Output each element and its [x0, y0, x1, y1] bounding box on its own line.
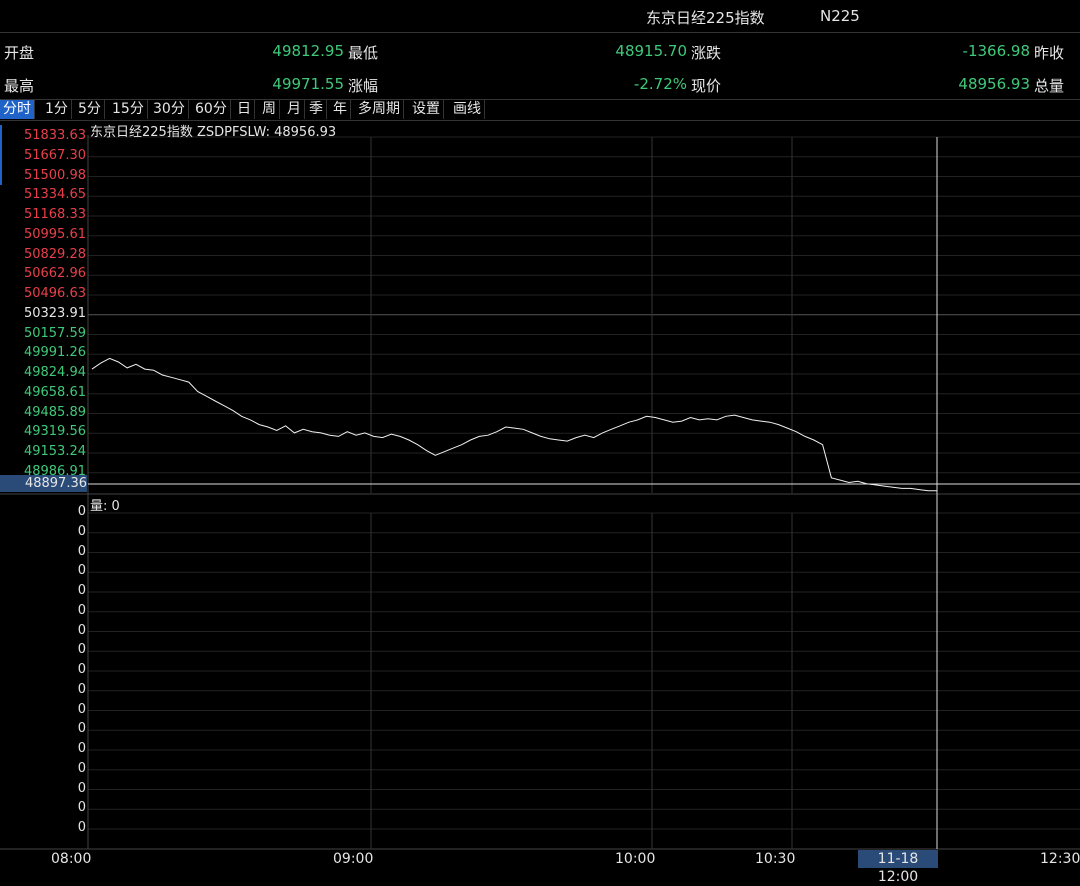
- tab-3[interactable]: 15分: [109, 100, 148, 119]
- instrument-code: N225: [820, 7, 860, 25]
- volume-tick: 0: [77, 642, 86, 658]
- tab-8[interactable]: 月: [284, 100, 305, 119]
- price-tick: 51168.33: [23, 207, 86, 222]
- volume-tick: 0: [77, 504, 86, 519]
- instrument-title: 东京日经225指数: [646, 9, 765, 27]
- open-label: 开盘: [4, 44, 35, 62]
- volume-tick: 0: [77, 662, 86, 677]
- price-tick: 50829.28: [23, 246, 86, 262]
- last-label: 现价: [691, 77, 722, 95]
- tab-13[interactable]: 画线: [450, 100, 485, 119]
- cursor-time-label: 11-18 12:00: [858, 850, 938, 885]
- volume-tick: 0: [77, 681, 86, 697]
- price-tick: 51500.98: [23, 167, 86, 183]
- tab-6[interactable]: 日: [234, 100, 255, 119]
- header-bar: 东京日经225指数 N225: [0, 0, 1080, 32]
- price-tick: 51334.65: [23, 187, 86, 203]
- volume-tick: 0: [77, 820, 86, 835]
- volume-tick: 0: [77, 701, 86, 717]
- last-value: 48956.93: [958, 75, 1030, 93]
- tab-5[interactable]: 60分: [192, 100, 231, 119]
- price-panel-title: 东京日经225指数 ZSDPFSLW: 48956.93: [90, 125, 337, 140]
- high-value: 49971.55: [272, 75, 344, 93]
- price-tick: 49153.24: [23, 444, 86, 459]
- time-label: 12:30: [1040, 851, 1080, 867]
- quote-panel: 开盘 49812.95 最低 48915.70 涨跌 -1366.98 昨收 最…: [0, 32, 1080, 100]
- volume-tick: 0: [77, 741, 86, 756]
- volume-tick: 0: [77, 780, 86, 796]
- volume-tick: 0: [77, 523, 86, 539]
- volume-tick: 0: [77, 583, 86, 598]
- volume-tick: 0: [77, 543, 86, 559]
- high-label: 最高: [4, 77, 35, 95]
- time-label: 09:00: [333, 851, 374, 867]
- tab-7[interactable]: 周: [259, 100, 280, 119]
- volume-tick: 0: [77, 760, 86, 776]
- volume-tick: 0: [77, 563, 86, 579]
- change-label: 涨跌: [691, 44, 722, 62]
- pct-value: -2.72%: [633, 75, 687, 93]
- tab-9[interactable]: 季: [306, 100, 327, 119]
- price-tick: 50323.91: [23, 305, 86, 321]
- time-label: 08:00: [51, 851, 92, 867]
- volume-panel-title: 量: 0: [90, 499, 120, 514]
- volume-tick: 0: [77, 721, 86, 737]
- tab-2[interactable]: 5分: [75, 100, 105, 119]
- time-label: 10:00: [615, 851, 656, 867]
- pct-label: 涨幅: [348, 77, 379, 95]
- open-value: 49812.95: [272, 42, 344, 60]
- price-tick: 49991.26: [23, 345, 86, 361]
- low-value: 48915.70: [615, 42, 687, 60]
- low-label: 最低: [348, 44, 379, 62]
- price-tick: 50995.61: [23, 226, 86, 242]
- current-price-label: 48897.36: [0, 475, 87, 492]
- price-line: [91, 357, 937, 492]
- volume-tick: 0: [77, 602, 86, 618]
- prev-close-label: 昨收: [1034, 44, 1065, 62]
- tab-0[interactable]: 分时: [0, 100, 35, 119]
- price-tick: 49658.61: [23, 384, 86, 400]
- tab-12[interactable]: 设置: [409, 100, 444, 119]
- period-tabs: 分时 1分 5分 15分 30分 60分日周月季年多周期 设置 画线: [0, 98, 1080, 121]
- price-tick: 50157.59: [23, 325, 86, 341]
- time-label: 10:30: [755, 851, 796, 867]
- volume-tick: 0: [77, 622, 86, 638]
- price-tick: 49485.89: [23, 404, 86, 420]
- price-tick: 50662.96: [23, 266, 86, 282]
- price-tick: 49824.94: [23, 365, 86, 380]
- price-tick: 50496.63: [23, 286, 86, 301]
- price-tick: 49319.56: [23, 424, 86, 440]
- price-tick: 51833.63: [23, 128, 86, 143]
- tab-1[interactable]: 1分: [42, 100, 72, 119]
- volume-label: 总量: [1034, 77, 1065, 95]
- volume-tick: 0: [77, 800, 86, 816]
- change-value: -1366.98: [962, 42, 1030, 60]
- tab-4[interactable]: 30分: [150, 100, 189, 119]
- panel-marker: [0, 125, 2, 185]
- tab-10[interactable]: 年: [330, 100, 351, 119]
- price-tick: 51667.30: [23, 147, 86, 163]
- tab-11[interactable]: 多周期: [355, 100, 404, 119]
